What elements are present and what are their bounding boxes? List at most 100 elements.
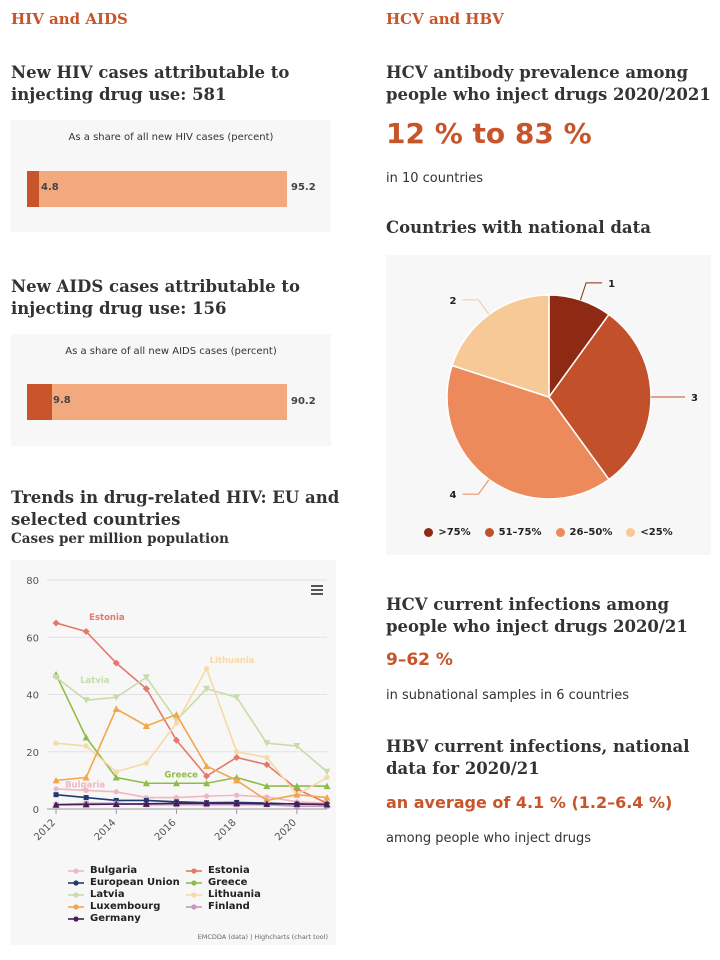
series-point[interactable] <box>233 776 241 784</box>
series-point[interactable] <box>233 694 241 701</box>
y-tick-label: 0 <box>33 805 39 816</box>
series-point[interactable] <box>142 674 150 681</box>
pie-slice[interactable] <box>548 313 652 481</box>
pie-legend-item[interactable]: 26–50% <box>555 527 612 538</box>
series-point[interactable] <box>82 774 90 781</box>
series-point[interactable] <box>203 666 210 672</box>
series-point[interactable] <box>113 797 119 803</box>
trends-legend-label: Finland <box>208 901 250 912</box>
series-point[interactable] <box>83 795 89 801</box>
series-point[interactable] <box>203 793 210 799</box>
series-point[interactable] <box>203 779 211 787</box>
hiv-share-idu-label: 4.8 <box>41 182 59 193</box>
series-point[interactable] <box>112 774 120 781</box>
series-point[interactable] <box>264 754 270 761</box>
series-point[interactable] <box>234 749 240 755</box>
trends-legend-item[interactable]: Germany <box>68 913 141 924</box>
series-point[interactable] <box>52 801 60 808</box>
pie-legend-item[interactable]: <25% <box>626 527 673 538</box>
hbv-note: among people who inject drugs <box>386 831 592 846</box>
series-point[interactable] <box>53 792 59 798</box>
legend-dot-icon <box>424 528 434 537</box>
trends-legend-item[interactable]: Estonia <box>186 865 250 876</box>
series-point[interactable] <box>113 789 119 795</box>
series-point[interactable] <box>203 799 211 807</box>
pie-legend-item[interactable]: >75% <box>424 527 471 538</box>
pie-legend: >75% 51–75% 26–50% <25% <box>386 527 711 538</box>
series-line[interactable] <box>55 707 328 802</box>
series-line[interactable] <box>55 788 328 805</box>
aids-share-bar: 9.8 <box>27 384 287 420</box>
series-point[interactable] <box>263 800 271 807</box>
series-point[interactable] <box>82 697 90 704</box>
legend-dot-icon <box>484 528 494 537</box>
series-point[interactable] <box>263 782 271 790</box>
series-point[interactable] <box>234 792 240 798</box>
series-line[interactable] <box>55 676 328 773</box>
series-point[interactable] <box>52 619 60 627</box>
series-point[interactable] <box>82 733 90 741</box>
series-point[interactable] <box>142 722 150 729</box>
series-point[interactable] <box>323 794 331 801</box>
series-point[interactable] <box>52 674 60 681</box>
series-line[interactable] <box>56 802 328 806</box>
series-annotation: Estonia <box>89 613 125 623</box>
series-point[interactable] <box>52 776 60 784</box>
series-point[interactable] <box>293 743 301 750</box>
series-point[interactable] <box>142 685 150 693</box>
series-point[interactable] <box>203 685 211 693</box>
series-point[interactable] <box>112 694 120 701</box>
series-point[interactable] <box>172 799 180 807</box>
trends-legend-item[interactable]: Luxembourg <box>68 901 160 912</box>
series-point[interactable] <box>53 740 59 746</box>
series-point[interactable] <box>323 782 331 790</box>
series-point[interactable] <box>172 711 180 718</box>
hiv-share-bar: 4.8 <box>27 171 287 207</box>
series-point[interactable] <box>82 800 90 808</box>
series-point[interactable] <box>112 659 120 667</box>
trends-legend-item[interactable]: Lithuania <box>186 889 261 900</box>
trends-legend-item[interactable]: Finland <box>186 901 250 912</box>
series-point[interactable] <box>112 800 120 808</box>
series-point[interactable] <box>83 743 89 749</box>
series-point[interactable] <box>263 761 271 769</box>
series-point[interactable] <box>172 779 180 787</box>
series-point[interactable] <box>112 705 120 712</box>
series-point[interactable] <box>233 753 241 761</box>
series-point[interactable] <box>172 736 180 744</box>
pie-slice[interactable] <box>446 364 611 500</box>
hcv-current-value: 9–62 % <box>386 650 453 670</box>
trends-legend-item[interactable]: Greece <box>186 877 247 888</box>
series-point[interactable] <box>203 762 211 770</box>
series-line[interactable] <box>55 674 327 787</box>
trends-legend-item[interactable]: European Union <box>68 877 180 888</box>
series-point[interactable] <box>263 796 271 804</box>
series-point[interactable] <box>293 782 301 790</box>
series-point[interactable] <box>323 768 331 776</box>
series-point[interactable] <box>53 786 59 792</box>
series-line[interactable] <box>55 802 327 807</box>
series-point[interactable] <box>233 799 241 807</box>
series-line[interactable] <box>55 666 328 796</box>
trends-legend-item[interactable]: Latvia <box>68 889 125 900</box>
series-point[interactable] <box>263 740 271 747</box>
series-point[interactable] <box>293 800 301 807</box>
series-point[interactable] <box>113 769 119 775</box>
series-point[interactable] <box>293 791 301 798</box>
trends-legend-item[interactable]: Bulgaria <box>68 865 137 876</box>
chart-menu-icon[interactable] <box>311 583 323 597</box>
series-point[interactable] <box>142 800 150 807</box>
series-point[interactable] <box>324 774 330 781</box>
legend-marker-icon <box>68 903 84 910</box>
series-point[interactable] <box>173 720 180 726</box>
series-point[interactable] <box>142 779 150 787</box>
series-point[interactable] <box>323 800 331 808</box>
legend-marker-icon <box>186 903 202 910</box>
series-point[interactable] <box>143 760 149 766</box>
series-point[interactable] <box>82 628 90 636</box>
series-point[interactable] <box>203 772 211 780</box>
pie-legend-item[interactable]: 51–75% <box>484 527 542 538</box>
series-point[interactable] <box>83 787 89 793</box>
x-tick-label: 2018 <box>213 817 239 843</box>
series-point[interactable] <box>173 794 180 801</box>
